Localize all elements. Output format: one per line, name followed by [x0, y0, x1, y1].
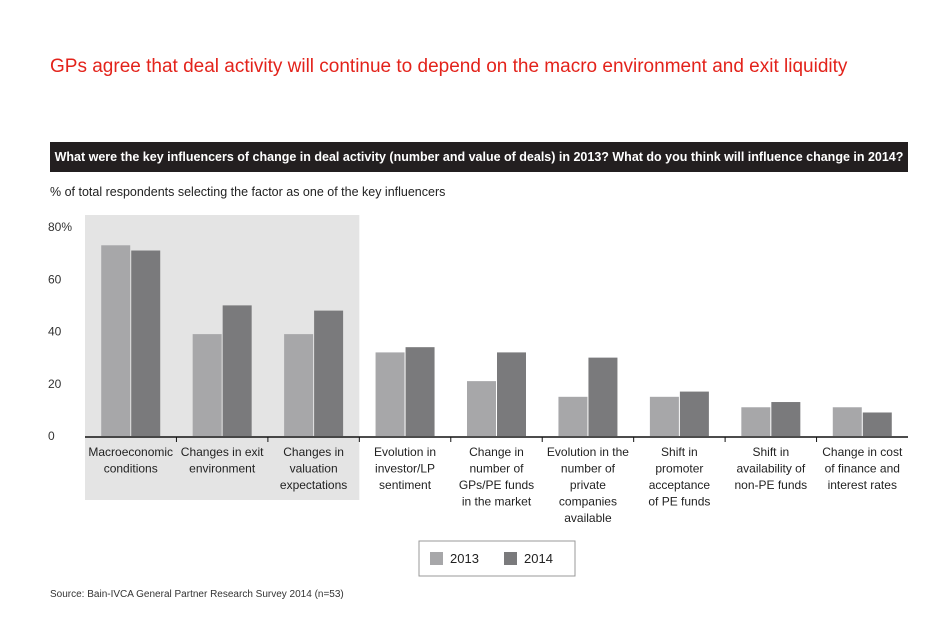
- bar-2014: [131, 250, 161, 436]
- source-note: Source: Bain-IVCA General Partner Resear…: [50, 589, 344, 600]
- bar-2013: [375, 352, 405, 436]
- x-tick-label: Changes in valuation expectations: [280, 445, 347, 492]
- bar-2013: [467, 381, 496, 436]
- y-tick-label: 60: [48, 272, 62, 286]
- bar-2014: [222, 305, 252, 436]
- bar-2014: [588, 357, 618, 436]
- bar-2014: [497, 352, 526, 436]
- bar-2014: [771, 402, 801, 436]
- y-tick-label: 20: [48, 377, 62, 391]
- x-tick-label: Macroeconomic conditions: [88, 445, 173, 476]
- x-tick-label: Changes in exit environment: [181, 445, 264, 476]
- headline: GPs agree that deal activity will contin…: [50, 56, 848, 77]
- y-tick-label: 80%: [48, 220, 72, 234]
- legend-box: [418, 540, 576, 577]
- bar-2014: [679, 391, 709, 436]
- x-tick-label: Change in number of GPs/PE funds in the mar…: [459, 445, 534, 509]
- chart-subtitle: % of total respondents selecting the fac…: [50, 185, 446, 199]
- bar-2013: [558, 396, 588, 436]
- legend-label-2013: 2013: [450, 551, 479, 566]
- bar-2013: [101, 245, 131, 436]
- question-bar: What were the key influencers of change …: [50, 142, 908, 172]
- x-tick-label: Evolution in investor/LP sentiment: [374, 445, 436, 492]
- y-tick-label: 40: [48, 325, 62, 339]
- x-tick-label: Evolution in the number of private companie…: [547, 445, 629, 525]
- bar-2013: [284, 334, 314, 436]
- x-tick-label: Shift in availability of non-PE funds: [734, 445, 807, 492]
- y-tick-label: 0: [48, 429, 55, 443]
- bar-2013: [741, 407, 771, 436]
- bar-2013: [192, 334, 222, 436]
- x-tick-label: Shift in promoter acceptance of PE funds: [648, 445, 710, 509]
- bar-2013: [832, 407, 862, 436]
- x-tick-label: Change in cost of finance and interest rat…: [822, 445, 903, 492]
- highlight-band: [85, 215, 360, 500]
- bar-2013: [649, 396, 679, 436]
- bar-2014: [405, 347, 435, 436]
- legend-swatch-2013: [430, 552, 443, 565]
- bar-2014: [862, 412, 892, 436]
- bar-2014: [314, 310, 344, 436]
- legend-swatch-2014: [504, 552, 517, 565]
- legend-label-2014: 2014: [524, 551, 553, 566]
